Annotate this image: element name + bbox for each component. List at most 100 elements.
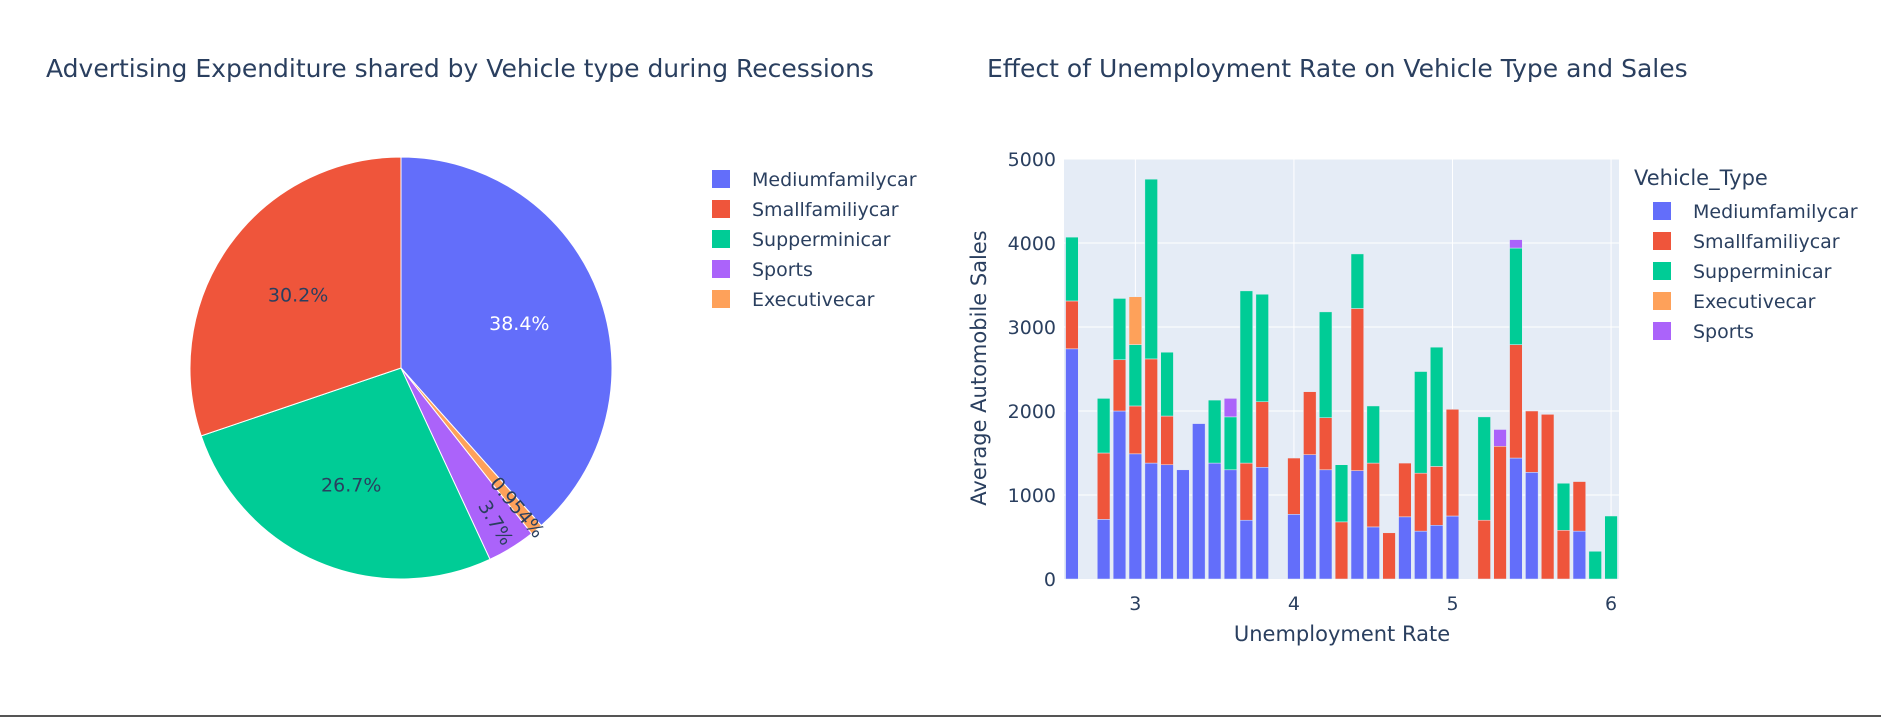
bar-segment-smallfamiliycar <box>1303 391 1317 455</box>
bar-segment-smallfamiliycar <box>1477 519 1491 580</box>
bar-segment-supperminicar <box>1097 398 1111 454</box>
bar-segment-smallfamiliycar <box>1065 300 1079 350</box>
bar-segment-mediumfamilycar <box>1509 457 1523 580</box>
bar-legend-swatch <box>1653 262 1671 280</box>
bar-segment-supperminicar <box>1430 346 1444 467</box>
bar-segment-supperminicar <box>1319 311 1333 418</box>
pie-slice-supperminicar <box>200 367 491 580</box>
bar-segment-smallfamiliycar <box>1572 481 1586 532</box>
bar-legend-title: Vehicle_Type <box>1634 166 1768 191</box>
bar-segment-smallfamiliycar <box>1414 472 1428 532</box>
bar-segment-mediumfamilycar <box>1176 469 1190 580</box>
bar-segment-mediumfamilycar <box>1350 470 1364 580</box>
bar-segment-sports <box>1223 398 1238 418</box>
bar-legend-item: Mediumfamilycar <box>1693 201 1858 223</box>
bar-segment-supperminicar <box>1065 236 1079 302</box>
pie-legend-swatch <box>712 260 730 278</box>
y-tick-label: 1000 <box>1008 485 1056 507</box>
bar-segment-smallfamiliycar <box>1097 452 1111 520</box>
bar-segment-mediumfamilycar <box>1319 469 1333 580</box>
bar-segment-smallfamiliycar <box>1509 344 1523 459</box>
bar-legend-item: Smallfamiliycar <box>1693 231 1840 253</box>
pie-legend-item: Mediumfamilycar <box>752 169 917 191</box>
bar-segment-smallfamiliycar <box>1350 308 1364 471</box>
bar-segment-smallfamiliycar <box>1445 409 1460 517</box>
bar-legend-swatch <box>1653 322 1671 340</box>
bar-segment-smallfamiliycar <box>1287 457 1301 515</box>
bar-legend: Mediumfamilycar Smallfamiliycar Suppermini… <box>1653 201 1858 343</box>
bar-segment-supperminicar <box>1477 416 1491 521</box>
bar-segment-mediumfamilycar <box>1239 519 1253 580</box>
y-tick-label: 3000 <box>1008 317 1056 339</box>
pie-chart <box>189 156 613 580</box>
bar-segment-smallfamiliycar <box>1255 401 1269 468</box>
x-tick-label: 4 <box>1288 593 1300 615</box>
pie-legend-swatch <box>712 230 730 248</box>
pie-slice-label: 38.4% <box>489 313 549 335</box>
bar-legend-item: Supperminicar <box>1693 261 1832 283</box>
bar-segment-mediumfamilycar <box>1208 462 1222 580</box>
pie-legend-item: Executivecar <box>752 289 875 311</box>
bar-segment-smallfamiliycar <box>1334 521 1349 580</box>
y-tick-label: 0 <box>1044 569 1056 591</box>
bar-segment-mediumfamilycar <box>1430 524 1444 580</box>
pie-legend-swatch <box>712 290 730 308</box>
bar-segment-mediumfamilycar <box>1160 464 1174 580</box>
bar-segment-supperminicar <box>1128 344 1142 407</box>
bar-segment-mediumfamilycar <box>1112 410 1127 580</box>
bottom-border <box>0 715 1881 717</box>
bar-segment-smallfamiliycar <box>1493 446 1507 580</box>
pie-legend: Mediumfamilycar Smallfamiliycar Suppermini… <box>712 169 917 311</box>
pie-slice-label: 26.7% <box>321 474 381 496</box>
bar-segment-supperminicar <box>1239 290 1253 464</box>
bar-legend-swatch <box>1653 202 1671 220</box>
pie-slice-smallfamiliycar <box>189 156 402 437</box>
bar-segment-mediumfamilycar <box>1097 519 1111 580</box>
bar-segment-supperminicar <box>1509 247 1523 345</box>
bar-segment-mediumfamilycar <box>1445 515 1460 580</box>
bar-segment-smallfamiliycar <box>1556 530 1571 580</box>
pie-legend-item: Supperminicar <box>752 229 891 251</box>
bar-segment-supperminicar <box>1208 399 1222 464</box>
bar-segment-supperminicar <box>1350 253 1364 309</box>
bar-segment-supperminicar <box>1223 416 1238 471</box>
bar-segment-smallfamiliycar <box>1319 417 1333 471</box>
bar-segment-smallfamiliycar <box>1366 462 1380 528</box>
bar-segment-mediumfamilycar <box>1192 423 1206 580</box>
bar-segment-sports <box>1493 429 1507 447</box>
bar-segment-mediumfamilycar <box>1128 453 1142 580</box>
bar-legend-item: Sports <box>1693 321 1754 343</box>
bar-segment-smallfamiliycar <box>1239 462 1253 521</box>
bar-segment-mediumfamilycar <box>1303 454 1317 580</box>
bar-legend-swatch <box>1653 232 1671 250</box>
bar-segment-supperminicar <box>1112 298 1127 361</box>
x-tick-label: 3 <box>1129 593 1141 615</box>
bar-segment-supperminicar <box>1604 515 1618 580</box>
bar-legend-swatch <box>1653 292 1671 310</box>
pie-slice-mediumfamilycar <box>400 156 613 527</box>
x-tick-label: 6 <box>1605 593 1617 615</box>
bar-segment-supperminicar <box>1334 464 1349 523</box>
bar-segment-supperminicar <box>1588 551 1602 580</box>
y-tick-label: 5000 <box>1008 149 1056 171</box>
x-axis-label: Unemployment Rate <box>1234 622 1450 646</box>
y-axis-label: Average Automobile Sales <box>967 230 991 505</box>
pie-chart-title: Advertising Expenditure shared by Vehicl… <box>46 54 874 83</box>
bar-segment-smallfamiliycar <box>1430 466 1444 526</box>
bar-segment-mediumfamilycar <box>1255 467 1269 580</box>
x-axis-ticks: 3 4 5 6 <box>1129 593 1617 615</box>
bar-segment-smallfamiliycar <box>1541 414 1555 580</box>
bar-segment-mediumfamilycar <box>1366 526 1380 580</box>
bar-segment-mediumfamilycar <box>1144 462 1158 580</box>
bar-segment-mediumfamilycar <box>1065 348 1079 580</box>
bar-segment-executivecar <box>1128 296 1142 345</box>
bar-segment-mediumfamilycar <box>1414 530 1428 580</box>
bar-segment-supperminicar <box>1160 351 1174 417</box>
bar-segment-smallfamiliycar <box>1128 405 1142 455</box>
bar-segment-smallfamiliycar <box>1160 415 1174 466</box>
bar-segment-mediumfamilycar <box>1398 516 1412 580</box>
bar-segment-sports <box>1509 239 1523 249</box>
bar-segment-supperminicar <box>1144 178 1158 360</box>
bar-legend-item: Executivecar <box>1693 291 1816 313</box>
